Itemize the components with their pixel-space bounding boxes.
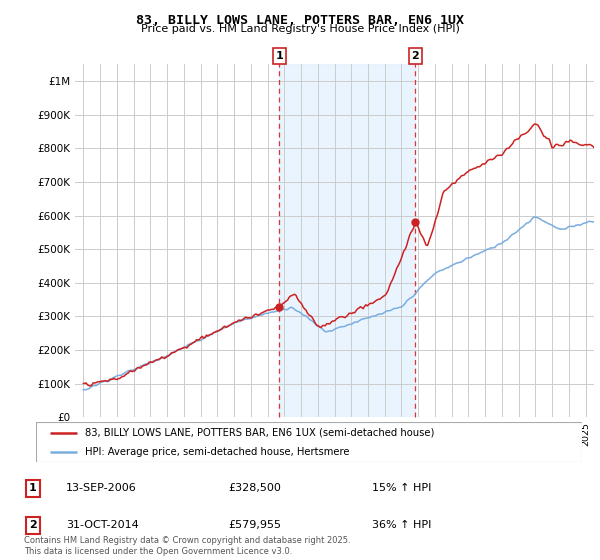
Text: HPI: Average price, semi-detached house, Hertsmere: HPI: Average price, semi-detached house,… bbox=[85, 447, 350, 457]
Text: 2: 2 bbox=[412, 51, 419, 61]
Text: 15% ↑ HPI: 15% ↑ HPI bbox=[372, 483, 431, 493]
Text: £328,500: £328,500 bbox=[228, 483, 281, 493]
Text: £579,955: £579,955 bbox=[228, 520, 281, 530]
Text: 83, BILLY LOWS LANE, POTTERS BAR, EN6 1UX (semi-detached house): 83, BILLY LOWS LANE, POTTERS BAR, EN6 1U… bbox=[85, 428, 434, 437]
Text: Price paid vs. HM Land Registry's House Price Index (HPI): Price paid vs. HM Land Registry's House … bbox=[140, 24, 460, 34]
Text: 13-SEP-2006: 13-SEP-2006 bbox=[66, 483, 137, 493]
Text: 1: 1 bbox=[275, 51, 283, 61]
Text: 31-OCT-2014: 31-OCT-2014 bbox=[66, 520, 139, 530]
Text: Contains HM Land Registry data © Crown copyright and database right 2025.
This d: Contains HM Land Registry data © Crown c… bbox=[24, 536, 350, 556]
Text: 36% ↑ HPI: 36% ↑ HPI bbox=[372, 520, 431, 530]
FancyBboxPatch shape bbox=[36, 422, 582, 462]
Bar bbox=[280, 64, 415, 417]
Text: 83, BILLY LOWS LANE, POTTERS BAR, EN6 1UX: 83, BILLY LOWS LANE, POTTERS BAR, EN6 1U… bbox=[136, 14, 464, 27]
Text: 1: 1 bbox=[29, 483, 37, 493]
Text: 2: 2 bbox=[29, 520, 37, 530]
